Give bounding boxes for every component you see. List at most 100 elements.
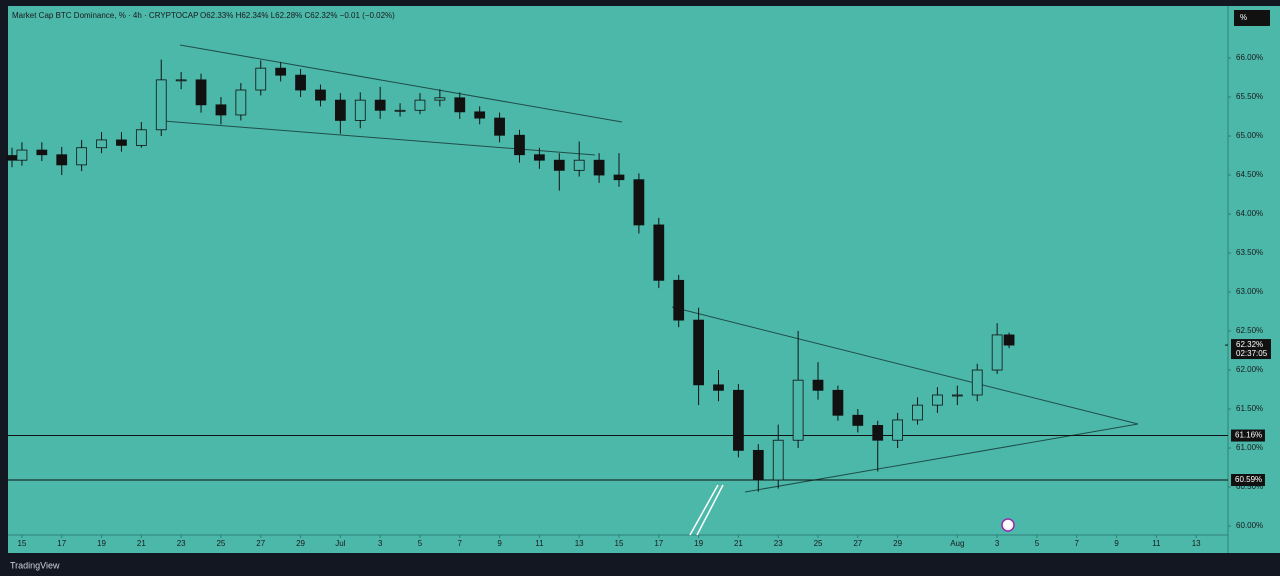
brand: TradingView <box>10 560 60 570</box>
candle-body <box>534 154 545 161</box>
x-tick-label: 5 <box>418 539 423 548</box>
candle-body <box>96 139 107 149</box>
y-tick-label: 62.50% <box>1236 326 1263 335</box>
candle-body <box>653 224 665 281</box>
candle-body <box>912 404 923 421</box>
candle-body <box>932 394 943 406</box>
candle-body <box>772 439 784 481</box>
x-tick-label: 25 <box>814 539 823 548</box>
candle-body <box>633 179 645 226</box>
candle-body <box>394 109 406 112</box>
candle-body <box>752 449 764 481</box>
x-tick-label: 13 <box>1192 539 1201 548</box>
y-tick-label: 64.50% <box>1236 170 1263 179</box>
candle-body <box>792 379 804 441</box>
candle-body <box>195 79 207 106</box>
candle-body <box>514 134 525 156</box>
y-tick-label: 65.50% <box>1236 92 1263 101</box>
candle-body <box>892 419 904 441</box>
y-tick-label: 60.50% <box>1236 482 1263 491</box>
y-tick-label: 60.00% <box>1236 521 1263 530</box>
x-tick-label: 21 <box>137 539 146 548</box>
scale-button[interactable] <box>1234 10 1270 26</box>
candle-body <box>951 394 963 397</box>
y-tick-label: 66.00% <box>1236 53 1263 62</box>
candle-body <box>76 147 88 166</box>
countdown: 02:37:05 <box>1236 349 1268 358</box>
candle-body <box>414 99 426 111</box>
price-label: 60.59% <box>1235 475 1262 484</box>
x-tick-label: 13 <box>575 539 584 548</box>
x-tick-label: 7 <box>458 539 463 548</box>
candle-body <box>673 279 685 321</box>
x-tick-label: 29 <box>296 539 305 548</box>
y-tick-label: 65.00% <box>1236 131 1263 140</box>
x-tick-label: Aug <box>950 539 964 548</box>
candle-body <box>693 319 704 386</box>
candle-body <box>872 425 884 441</box>
x-tick-label: 17 <box>57 539 66 548</box>
candle-body <box>474 111 486 119</box>
candle-body <box>255 67 267 91</box>
ohlc-legend: O62.33% H62.34% L62.28% C62.32% −0.01 (−… <box>200 11 395 20</box>
x-tick-label: 7 <box>1075 539 1080 548</box>
arrow-drawing <box>689 484 724 536</box>
price-axis <box>1228 6 1280 553</box>
candle-body <box>991 334 1003 371</box>
candle-body <box>733 389 744 451</box>
trend-line <box>671 306 1139 425</box>
arrow-line <box>689 484 719 536</box>
x-tick-label: 9 <box>497 539 502 548</box>
chart-title: Market Cap BTC Dominance, % · 4h · CRYPT… <box>12 11 198 20</box>
scale-button-label[interactable]: % <box>1240 13 1247 22</box>
x-tick-label: 29 <box>893 539 902 548</box>
x-tick-label: 11 <box>535 539 544 548</box>
candle-body <box>215 104 227 116</box>
x-tick-label: 11 <box>1152 539 1161 548</box>
candle-body <box>56 154 68 166</box>
candle-body <box>832 389 844 416</box>
candle-body <box>275 67 287 76</box>
trend-line <box>179 44 623 123</box>
price-label-box <box>1231 474 1265 487</box>
candle-body <box>354 99 366 121</box>
x-tick-label: Jul <box>335 539 345 548</box>
x-tick-label: 3 <box>995 539 1000 548</box>
last-price-label: 62.32% <box>1236 340 1263 349</box>
candle-body <box>155 79 167 131</box>
y-tick-label: 62.00% <box>1236 365 1263 374</box>
candle-body <box>6 155 18 161</box>
candle-body <box>713 384 724 391</box>
x-tick-label: 15 <box>17 539 26 548</box>
plot-area <box>8 6 1228 535</box>
y-tick-label: 64.00% <box>1236 209 1263 218</box>
candle-body <box>235 89 247 116</box>
y-tick-label: 63.50% <box>1236 248 1263 257</box>
last-price-box <box>1231 339 1271 360</box>
y-tick-label: 61.50% <box>1236 404 1263 413</box>
candle-body <box>852 414 864 426</box>
candle-body <box>613 174 625 181</box>
candle-body <box>16 149 28 161</box>
x-tick-label: 25 <box>216 539 225 548</box>
candle-body <box>135 129 147 146</box>
candle-body <box>434 97 446 101</box>
candle-body <box>295 74 306 91</box>
event-icon[interactable] <box>1001 518 1015 532</box>
candle-body <box>454 97 466 113</box>
x-tick-label: 27 <box>853 539 862 548</box>
price-label-box <box>1231 429 1265 442</box>
arrow-line <box>696 484 724 536</box>
candle-body <box>971 369 983 396</box>
candle-body <box>175 79 187 82</box>
candle-body <box>334 99 346 121</box>
y-tick-label: 63.00% <box>1236 287 1263 296</box>
time-axis <box>8 535 1228 553</box>
x-tick-label: 19 <box>97 539 106 548</box>
candle-body <box>36 149 48 156</box>
x-tick-label: 9 <box>1114 539 1119 548</box>
x-tick-label: 3 <box>378 539 383 548</box>
x-tick-label: 5 <box>1035 539 1040 548</box>
footer <box>0 553 1280 576</box>
